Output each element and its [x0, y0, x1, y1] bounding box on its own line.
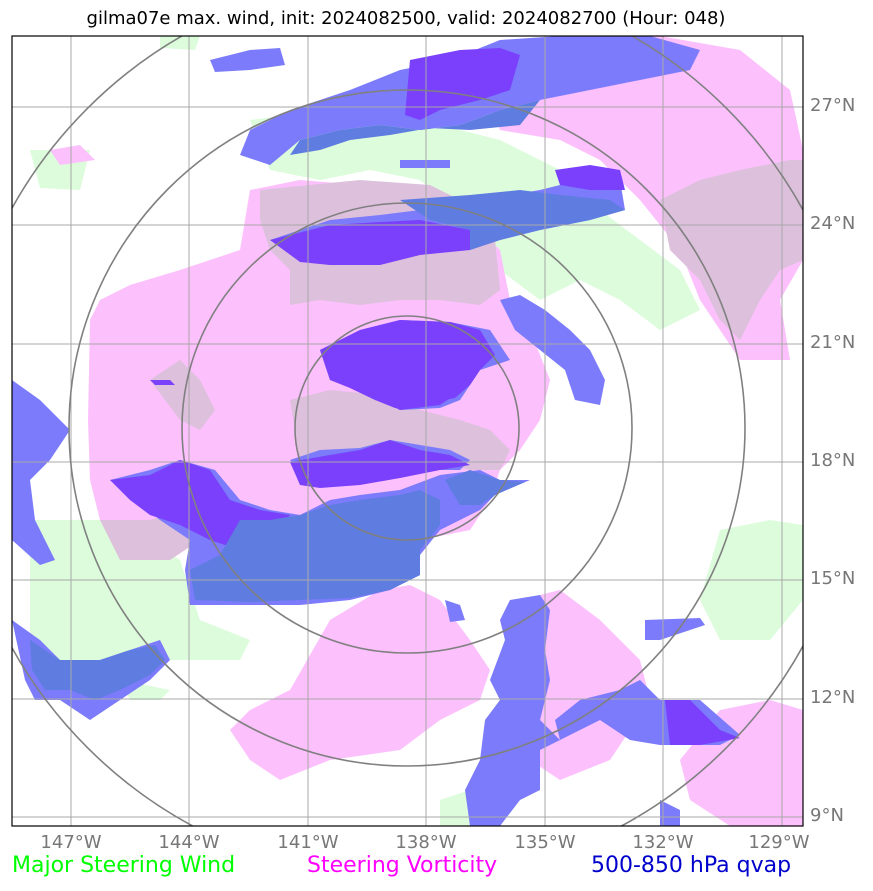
qvap-region	[290, 440, 470, 488]
legend-steering-vorticity: Steering Vorticity	[307, 853, 498, 878]
legend-steering-wind: Major Steering Wind	[12, 853, 236, 878]
lat-label: 15°N	[810, 568, 856, 589]
range-ring-3	[68, 89, 746, 767]
qvap-region	[660, 800, 680, 826]
qvap-region	[465, 595, 560, 826]
lon-label: 144°W	[158, 832, 220, 853]
graticule	[12, 36, 803, 826]
lat-label: 18°N	[810, 450, 856, 471]
lon-label: 141°W	[277, 832, 339, 853]
qvap-region	[290, 100, 540, 155]
range-rings	[12, 36, 803, 826]
map-frame	[11, 35, 804, 827]
lat-label: 27°N	[810, 95, 856, 116]
qvap-region	[645, 618, 705, 640]
vorticity-region	[50, 145, 95, 165]
qvap-region	[445, 600, 465, 622]
qvap-region	[30, 640, 165, 700]
qvap-region	[500, 295, 605, 405]
lon-label: 135°W	[514, 832, 576, 853]
lat-label: 24°N	[810, 213, 856, 234]
lon-label: 129°W	[748, 832, 810, 853]
lat-label: 12°N	[810, 687, 856, 708]
legend-qvap: 500-850 hPa qvap	[591, 853, 792, 878]
qvap-region	[400, 160, 450, 168]
vorticity-region	[230, 585, 490, 780]
qvap-region	[445, 470, 525, 505]
range-ring-1	[294, 315, 520, 541]
overlap-region	[660, 160, 803, 340]
qvap-overlap-field	[30, 100, 625, 700]
qvap-strong-field	[110, 48, 740, 745]
qvap-region	[270, 220, 480, 265]
lon-label: 147°W	[40, 832, 102, 853]
overlap-region	[150, 360, 215, 430]
qvap-region	[400, 190, 625, 250]
lat-label: 9°N	[810, 805, 844, 826]
lat-label: 21°N	[810, 332, 856, 353]
qvap-region	[190, 490, 440, 602]
wind-region	[160, 36, 200, 50]
map-title: gilma07e max. wind, init: 2024082500, va…	[86, 8, 726, 29]
qvap-region	[330, 345, 470, 410]
wind-region	[30, 520, 250, 700]
lon-label: 138°W	[395, 832, 457, 853]
qvap-region	[405, 48, 520, 120]
lon-label: 132°W	[632, 832, 694, 853]
qvap-region	[665, 700, 740, 745]
qvap-region	[150, 380, 175, 385]
qvap-region	[555, 165, 625, 190]
range-ring-2	[181, 202, 633, 654]
qvap-region	[210, 48, 285, 72]
qvap-region	[12, 380, 70, 565]
